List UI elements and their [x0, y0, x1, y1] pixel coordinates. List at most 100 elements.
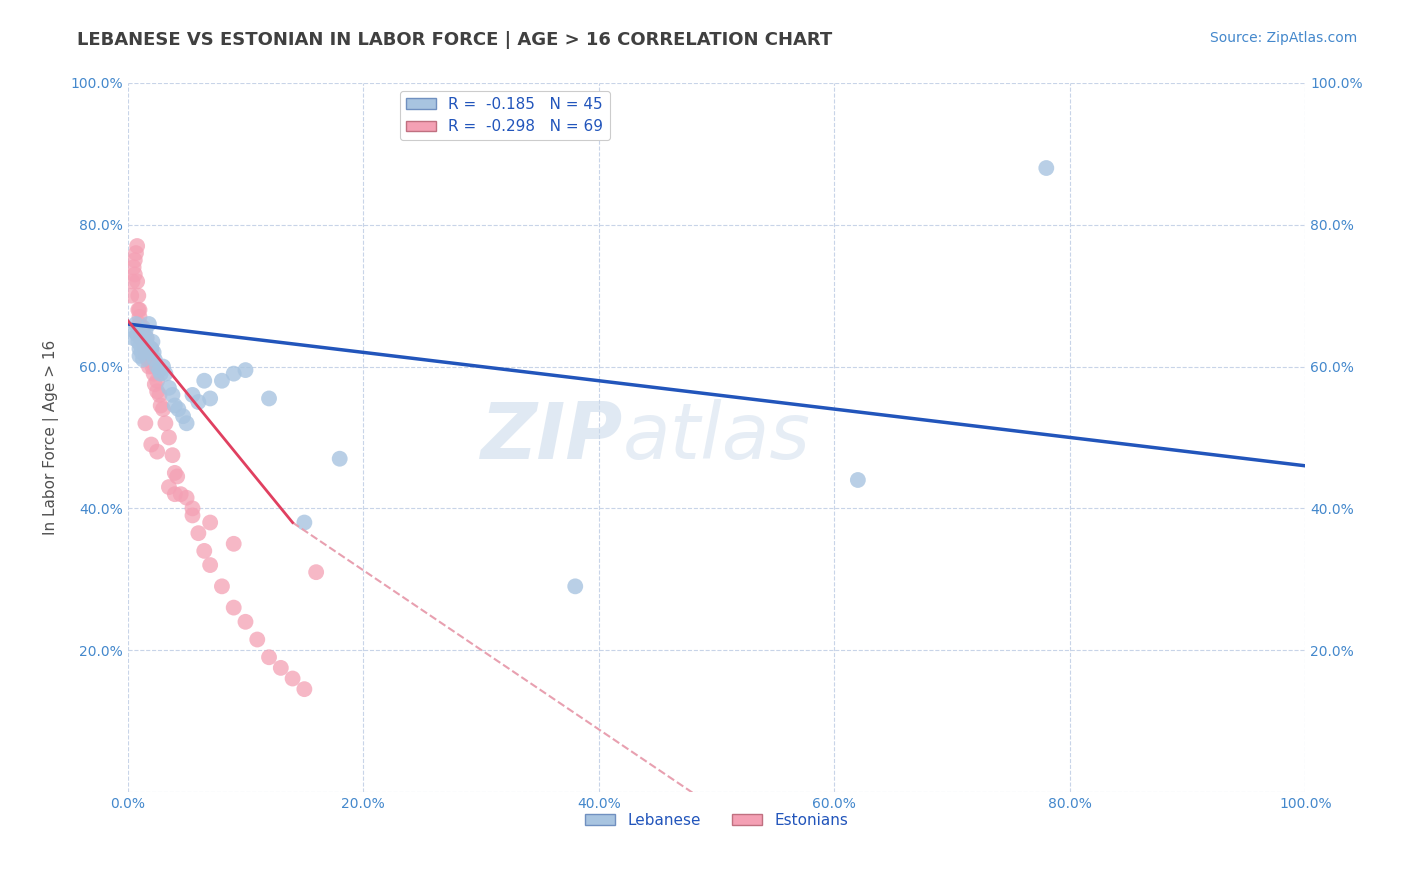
Point — [181, 508, 204, 523]
Point — [132, 320, 155, 334]
Point — [134, 342, 156, 356]
Point — [134, 349, 156, 363]
Point — [127, 239, 149, 253]
Point — [155, 417, 177, 431]
Point — [127, 302, 149, 317]
Point — [222, 367, 245, 381]
Point — [176, 417, 198, 431]
Point — [162, 388, 184, 402]
Point — [128, 317, 150, 331]
Point — [143, 377, 166, 392]
Point — [564, 579, 586, 593]
Point — [124, 268, 146, 282]
Text: LEBANESE VS ESTONIAN IN LABOR FORCE | AGE > 16 CORRELATION CHART: LEBANESE VS ESTONIAN IN LABOR FORCE | AG… — [77, 31, 832, 49]
Y-axis label: In Labor Force | Age > 16: In Labor Force | Age > 16 — [44, 340, 59, 535]
Point — [157, 381, 180, 395]
Point — [181, 388, 204, 402]
Legend: Lebanese, Estonians: Lebanese, Estonians — [579, 806, 855, 834]
Point — [138, 317, 160, 331]
Point — [222, 600, 245, 615]
Point — [176, 491, 198, 505]
Point — [138, 349, 160, 363]
Point — [129, 338, 152, 352]
Point — [127, 334, 149, 349]
Point — [163, 399, 186, 413]
Point — [141, 359, 163, 374]
Point — [162, 448, 184, 462]
Point — [148, 388, 170, 402]
Point — [128, 349, 150, 363]
Point — [181, 501, 204, 516]
Point — [141, 334, 163, 349]
Point — [134, 324, 156, 338]
Point — [235, 363, 257, 377]
Point — [134, 342, 156, 356]
Point — [146, 444, 169, 458]
Point — [148, 363, 170, 377]
Point — [1035, 161, 1057, 175]
Point — [127, 288, 149, 302]
Point — [211, 374, 233, 388]
Text: Source: ZipAtlas.com: Source: ZipAtlas.com — [1209, 31, 1357, 45]
Point — [329, 451, 352, 466]
Point — [132, 352, 155, 367]
Point — [128, 302, 150, 317]
Point — [170, 487, 193, 501]
Point — [157, 480, 180, 494]
Text: ZIP: ZIP — [479, 400, 623, 475]
Point — [138, 359, 160, 374]
Point — [124, 253, 146, 268]
Point — [270, 661, 292, 675]
Point — [142, 367, 165, 381]
Point — [142, 345, 165, 359]
Point — [149, 399, 172, 413]
Point — [305, 565, 328, 579]
Point — [134, 327, 156, 342]
Point — [187, 395, 209, 409]
Point — [163, 487, 186, 501]
Point — [136, 338, 159, 352]
Point — [198, 516, 221, 530]
Point — [167, 402, 190, 417]
Point — [292, 516, 315, 530]
Point — [127, 327, 149, 342]
Point — [127, 275, 149, 289]
Point — [143, 352, 166, 367]
Point — [163, 466, 186, 480]
Point — [125, 317, 148, 331]
Point — [281, 672, 304, 686]
Point — [131, 324, 153, 338]
Point — [124, 324, 146, 338]
Point — [235, 615, 257, 629]
Point — [134, 338, 156, 352]
Point — [121, 275, 143, 289]
Point — [172, 409, 194, 424]
Text: atlas: atlas — [623, 400, 810, 475]
Point — [132, 334, 155, 349]
Point — [122, 331, 145, 345]
Point — [155, 367, 177, 381]
Point — [135, 331, 157, 345]
Point — [131, 345, 153, 359]
Point — [125, 246, 148, 260]
Point — [246, 632, 269, 647]
Point — [146, 374, 169, 388]
Point — [198, 392, 221, 406]
Point — [157, 430, 180, 444]
Point — [257, 650, 280, 665]
Point — [139, 345, 162, 359]
Point — [129, 331, 152, 345]
Point — [152, 359, 174, 374]
Point — [135, 331, 157, 345]
Point — [136, 342, 159, 356]
Point — [139, 342, 162, 356]
Point — [187, 526, 209, 541]
Point — [134, 417, 156, 431]
Point — [134, 338, 156, 352]
Point — [292, 682, 315, 697]
Point — [211, 579, 233, 593]
Point — [193, 544, 215, 558]
Point — [141, 342, 163, 356]
Point — [141, 342, 163, 356]
Point — [131, 331, 153, 345]
